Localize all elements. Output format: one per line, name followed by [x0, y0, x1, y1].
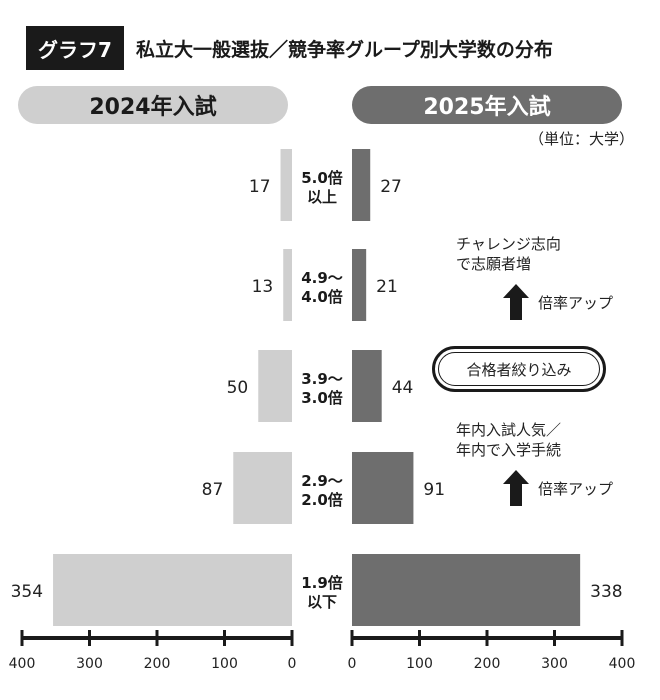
value-label-2025-3: 91 [423, 480, 445, 500]
category-label-2-line2: 3.0倍 [301, 389, 343, 407]
annotation-rate-up-top: 倍率アップ [538, 294, 614, 312]
annotation-pass-reduction: 合格者絞り込み [432, 346, 606, 392]
up-arrow-bottom-icon [503, 470, 529, 506]
annotation-challenge-line1: チャレンジ志向 [456, 235, 561, 253]
annotation-early-admission-line2: 年内で入学手続 [456, 441, 562, 459]
unit-label: （単位：大学） [528, 130, 634, 148]
value-label-2025-4: 338 [590, 582, 622, 602]
right-axis-tick-label-4: 400 [609, 656, 636, 672]
bar-2025-2 [352, 350, 382, 422]
annotation-pass-reduction-inner: 合格者絞り込み [438, 352, 600, 386]
category-label-4-line2: 以下 [307, 593, 337, 611]
left-axis-tick-label-3: 100 [211, 656, 238, 672]
category-label-0-line1: 5.0倍 [301, 169, 343, 187]
right-axis-tick-label-3: 300 [541, 656, 568, 672]
value-label-2025-1: 21 [376, 277, 398, 297]
chart-badge: グラフ7 [26, 26, 124, 70]
bar-2025-3 [352, 452, 414, 524]
bar-2024-1 [283, 249, 292, 321]
left-axis-tick-label-1: 300 [76, 656, 103, 672]
value-label-2024-0: 17 [249, 177, 271, 197]
right-axis-tick-label-1: 100 [406, 656, 433, 672]
right-axis-tick-label-0: 0 [348, 656, 357, 672]
category-label-3-line1: 2.9～ [301, 472, 343, 490]
category-label-4-line1: 1.9倍 [301, 574, 343, 592]
annotation-challenge-line2: で志願者増 [456, 255, 532, 273]
value-label-2024-3: 87 [202, 480, 224, 500]
chart-title: 私立大一般選抜／競争率グループ別大学数の分布 [136, 38, 553, 61]
panel-label-2025: 2025年入試 [352, 86, 622, 124]
bar-2024-4 [53, 554, 292, 626]
bar-2025-1 [352, 249, 367, 321]
category-label-3-line2: 2.0倍 [301, 491, 343, 509]
bar-2024-0 [280, 149, 292, 221]
category-label-2-line1: 3.9～ [301, 370, 343, 388]
bar-2025-0 [352, 149, 371, 221]
annotation-early-admission-line1: 年内入試人気／ [456, 421, 562, 439]
panel-label-2024: 2024年入試 [18, 86, 288, 124]
annotation-early-admission: 年内入試人気／ 年内で入学手続 [456, 420, 561, 460]
left-axis-tick-label-2: 200 [144, 656, 171, 672]
category-label-1-line1: 4.9～ [301, 269, 343, 287]
value-label-2025-2: 44 [392, 378, 414, 398]
value-label-2024-1: 13 [252, 277, 274, 297]
annotation-rate-up-bottom: 倍率アップ [538, 480, 614, 498]
bar-2024-2 [258, 350, 292, 422]
category-label-1-line2: 4.0倍 [301, 288, 343, 306]
bar-2025-4 [352, 554, 581, 626]
category-label-0-line2: 以上 [307, 188, 337, 206]
bar-2024-3 [233, 452, 292, 524]
value-label-2025-0: 27 [380, 177, 402, 197]
left-axis-tick-label-0: 400 [9, 656, 36, 672]
annotation-challenge: チャレンジ志向 で志願者増 [456, 234, 561, 274]
value-label-2024-4: 354 [11, 582, 43, 602]
right-axis-tick-label-2: 200 [474, 656, 501, 672]
value-label-2024-2: 50 [227, 378, 249, 398]
left-axis-tick-label-4: 0 [288, 656, 297, 672]
up-arrow-top-icon [503, 284, 529, 320]
